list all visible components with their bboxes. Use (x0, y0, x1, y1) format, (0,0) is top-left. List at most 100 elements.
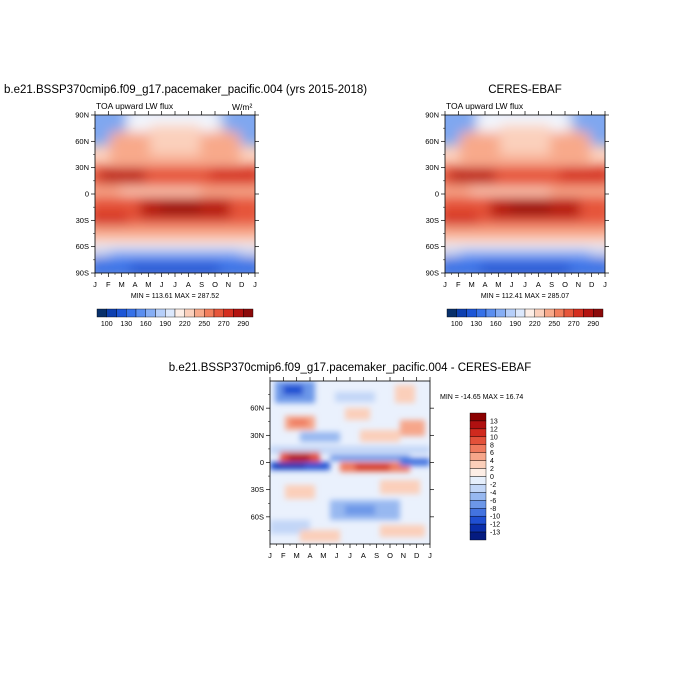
colorbar-swatch (116, 308, 127, 318)
colorbar-swatch (469, 476, 487, 485)
y-tick-label: 90N (75, 111, 89, 120)
y-tick-label: 60N (250, 404, 264, 413)
colorbar-label: 2 (490, 466, 494, 473)
colorbar-label: 290 (587, 321, 599, 328)
colorbar-swatch (469, 492, 487, 501)
y-tick-label: 90N (425, 111, 439, 120)
y-tick-label: 30N (425, 163, 439, 172)
y-tick-label: 60S (426, 242, 439, 251)
x-tick-label: M (145, 280, 151, 289)
colorbar-label: 130 (470, 321, 482, 328)
colorbar-swatch (174, 308, 185, 318)
panel3-stats: MIN = -14.65 MAX = 16.74 (440, 394, 523, 401)
x-tick-label: D (589, 280, 595, 289)
colorbar-label: 220 (179, 321, 191, 328)
x-tick-label: M (495, 280, 501, 289)
colorbar-swatch (243, 308, 254, 318)
panel3-title: b.e21.BSSP370cmip6.f09_g17.pacemaker_pac… (169, 362, 531, 374)
colorbar-label: 6 (490, 450, 494, 457)
colorbar-label: -6 (490, 498, 496, 505)
x-tick-label: J (268, 551, 272, 560)
colorbar-swatch (204, 308, 215, 318)
x-tick-label: S (549, 280, 554, 289)
x-tick-label: F (281, 551, 286, 560)
colorbar-label: 10 (490, 434, 498, 441)
y-tick-label: 60S (251, 512, 264, 521)
colorbar-swatch (469, 428, 487, 438)
colorbar-swatch (96, 308, 107, 318)
x-tick-label: N (401, 551, 406, 560)
colorbar-swatch (495, 308, 506, 318)
panel1-stats: MIN = 113.61 MAX = 287.52 (131, 293, 219, 300)
colorbar-label: 8 (490, 442, 494, 449)
colorbar-label: 160 (140, 321, 152, 328)
colorbar-swatch (485, 308, 496, 318)
x-tick-label: S (199, 280, 204, 289)
colorbar-swatch (194, 308, 205, 318)
colorbar-label: -13 (490, 530, 500, 537)
colorbar-label: 220 (529, 321, 541, 328)
colorbar-swatch (469, 515, 487, 525)
colorbar-swatch (469, 523, 487, 533)
y-tick-label: 90S (426, 269, 439, 278)
colorbar-swatch (563, 308, 574, 318)
colorbar-swatch (469, 452, 487, 461)
x-tick-label: F (106, 280, 111, 289)
panel2-title: CERES-EBAF (488, 84, 562, 96)
x-tick-label: J (523, 280, 527, 289)
panel1-units: W/m² (232, 102, 252, 112)
colorbar-swatch (456, 308, 467, 318)
panel2-colorbar: 100 130 160 190 220 250 270 290 (446, 308, 604, 328)
colorbar-swatch (126, 308, 137, 318)
y-tick-label: 90S (76, 269, 89, 278)
colorbar-label: -8 (490, 506, 496, 513)
x-tick-label: O (562, 280, 568, 289)
colorbar-swatch (223, 308, 234, 318)
colorbar-swatch (544, 308, 555, 318)
colorbar-swatch (233, 308, 244, 318)
panel3-field (270, 381, 430, 544)
y-tick-label: 60N (425, 137, 439, 146)
colorbar-label: 250 (548, 321, 560, 328)
colorbar-label: 270 (568, 321, 580, 328)
colorbar-label: 12 (490, 426, 498, 433)
colorbar-label: -10 (490, 514, 500, 521)
colorbar-swatch (466, 308, 477, 318)
colorbar-label: 160 (490, 321, 502, 328)
panel2-subtitle: TOA upward LW flux (446, 101, 524, 111)
x-tick-label: J (253, 280, 257, 289)
x-tick-label: J (93, 280, 97, 289)
colorbar-swatch (184, 308, 195, 318)
x-tick-label: J (160, 280, 164, 289)
y-tick-label: 30S (426, 216, 439, 225)
colorbar-label: 190 (159, 321, 171, 328)
x-tick-label: J (443, 280, 447, 289)
x-tick-label: J (348, 551, 352, 560)
y-tick-label: 30N (75, 163, 89, 172)
x-tick-label: J (173, 280, 177, 289)
colorbar-swatch (505, 308, 516, 318)
x-tick-label: N (576, 280, 581, 289)
colorbar-label: -2 (490, 482, 496, 489)
colorbar-label: 290 (237, 321, 249, 328)
colorbar-label: 0 (490, 474, 494, 481)
colorbar-label: 4 (490, 458, 494, 465)
colorbar-swatch (155, 308, 166, 318)
y-tick-label: 0 (85, 190, 89, 199)
x-tick-label: J (603, 280, 607, 289)
colorbar-label: 100 (451, 321, 463, 328)
y-tick-label: 30S (76, 216, 89, 225)
colorbar-swatch (135, 308, 146, 318)
colorbar-label: 270 (218, 321, 230, 328)
colorbar-swatch (469, 420, 487, 430)
panel1-subtitle: TOA upward LW flux (96, 101, 174, 111)
colorbar-label: 250 (198, 321, 210, 328)
colorbar-swatch (583, 308, 594, 318)
x-tick-label: A (361, 551, 366, 560)
y-tick-label: 60S (76, 242, 89, 251)
colorbar-label: 100 (101, 321, 113, 328)
colorbar-swatch (573, 308, 584, 318)
